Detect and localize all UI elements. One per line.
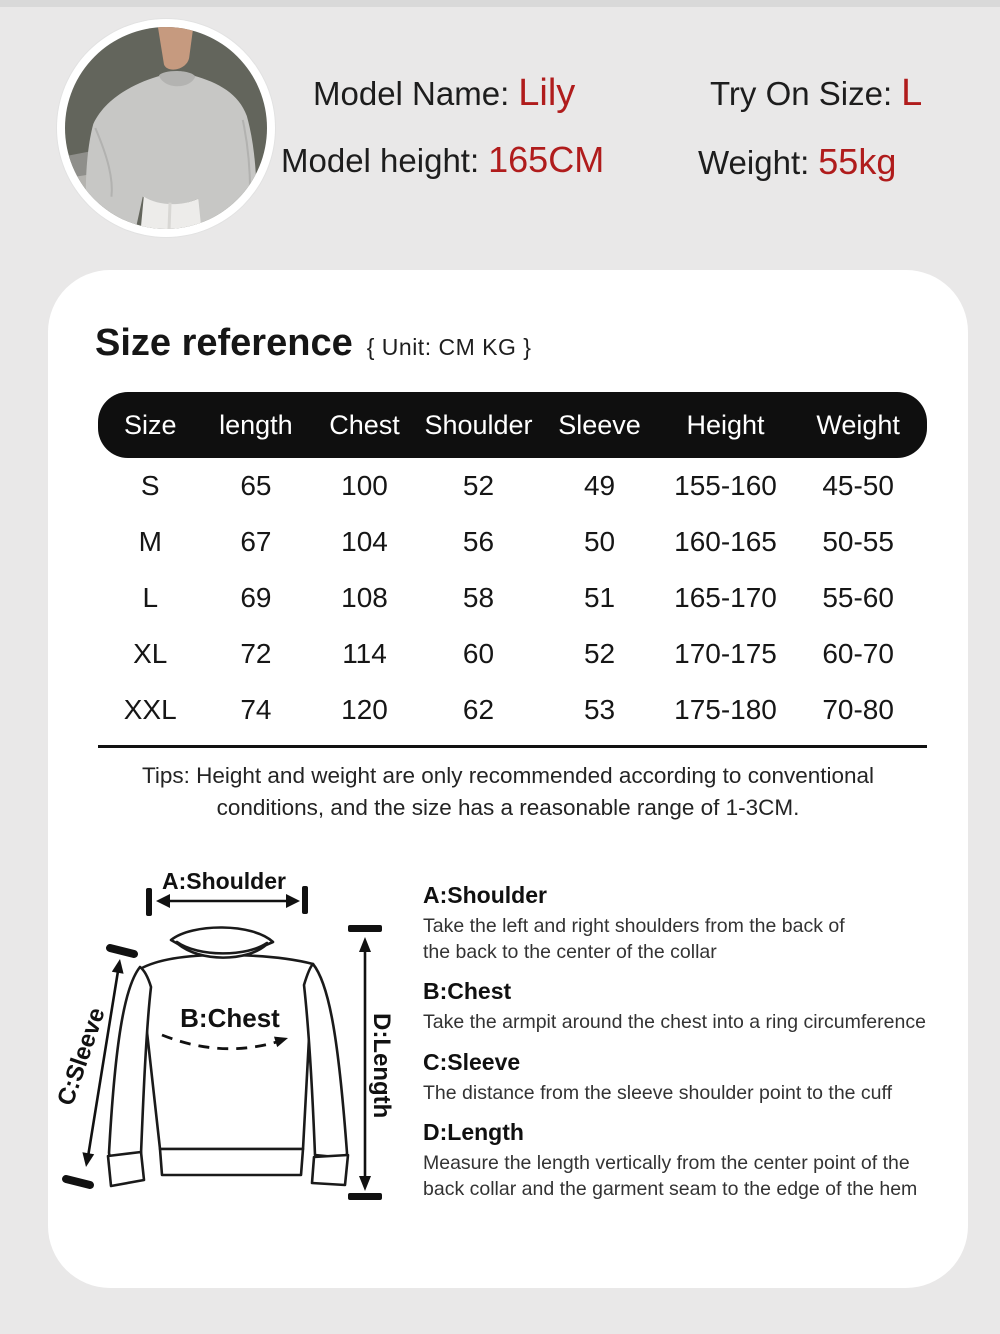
cell: L (142, 582, 159, 613)
cell: 160-165 (674, 526, 777, 557)
diagram-shoulder-label: A:Shoulder (162, 868, 286, 894)
model-name-row: Model Name: Lily (313, 72, 575, 115)
model-name-label: Model Name: (313, 75, 510, 112)
diagram-sleeve-label: C:Sleeve (52, 1004, 111, 1109)
model-photo-illustration (65, 27, 267, 229)
cell: XL (133, 638, 168, 669)
model-height-label: Model height: (281, 142, 480, 179)
cell: 60 (462, 638, 495, 669)
cell: 175-180 (674, 694, 777, 725)
cell: 104 (341, 526, 388, 557)
cell: 69 (240, 582, 272, 613)
model-height-value: 165CM (488, 139, 605, 180)
sweatshirt-measure-diagram: A:Shoulder B:Chest C:Sleeve D:Length (52, 868, 395, 1200)
table-row-xl: XL 72 114 60 52 170-175 60-70 (98, 626, 927, 682)
shoulder-arrow (146, 886, 308, 916)
guide-title: A:Shoulder (423, 882, 547, 908)
try-on-size-row: Try On Size: L (710, 72, 922, 115)
table-row-l: L 69 108 58 51 165-170 55-60 (98, 570, 927, 626)
cell: 100 (341, 470, 388, 501)
guide-title: B:Chest (423, 978, 512, 1004)
chest-arrow (161, 1033, 288, 1051)
cell: 52 (583, 638, 616, 669)
guide-item-sleeve: C:Sleeve The distance from the sleeve sh… (423, 1049, 968, 1107)
tips-note: Tips: Height and weight are only recomme… (141, 763, 875, 820)
cell: S (140, 470, 160, 501)
cell: 51 (583, 582, 616, 613)
model-weight-label: Weight: (698, 144, 810, 181)
size-reference-title-text: Size reference (95, 322, 353, 364)
table-row-m: M 67 104 56 50 160-165 50-55 (98, 514, 927, 570)
unit-note: { Unit: CM KG } (366, 334, 532, 360)
cell: 62 (462, 694, 495, 725)
cell: 170-175 (674, 638, 777, 669)
cell: 155-160 (674, 470, 777, 501)
cell: 114 (342, 638, 387, 669)
top-strip (0, 0, 1000, 7)
col-shoulder: Shoulder (424, 409, 533, 440)
guide-desc: Measure the length vertically from the c… (423, 1152, 918, 1200)
col-weight: Weight (816, 409, 900, 440)
col-sleeve: Sleeve (558, 409, 641, 440)
guide-title: D:Length (423, 1119, 524, 1145)
size-table-body: S 65 100 52 49 155-160 45-50 M 67 104 56… (98, 458, 927, 738)
col-height: Height (686, 409, 765, 440)
cell: 58 (462, 582, 495, 613)
size-table-header: Size length Chest Shoulder Sleeve Height… (98, 392, 927, 458)
cell: 120 (341, 694, 388, 725)
measure-guide: A:Shoulder Take the left and right shoul… (423, 882, 968, 1202)
cell: 108 (341, 582, 388, 613)
cell: 72 (240, 638, 272, 669)
table-row-xxl: XXL 74 120 62 53 175-180 70-80 (98, 682, 927, 738)
sleeve-arrow (62, 944, 138, 1189)
cell: 45-50 (822, 470, 894, 501)
cell: 165-170 (674, 582, 777, 613)
guide-desc: Take the left and right shoulders from t… (423, 915, 845, 963)
model-photo (57, 19, 275, 237)
model-weight-value: 55kg (818, 141, 897, 182)
cell: XXL (123, 694, 177, 725)
cell: 60-70 (822, 638, 894, 669)
cell: 50-55 (822, 526, 894, 557)
guide-item-length: D:Length Measure the length vertically f… (423, 1119, 968, 1202)
cell: 55-60 (822, 582, 894, 613)
size-reference-title: Size reference { Unit: CM KG } (95, 322, 531, 365)
model-weight-row: Weight: 55kg (698, 141, 896, 183)
diagram-chest-label: B:Chest (180, 1003, 280, 1033)
guide-desc: Take the armpit around the chest into a … (423, 1011, 926, 1033)
cell: 70-80 (822, 694, 894, 725)
col-chest: Chest (329, 409, 400, 440)
model-height-row: Model height: 165CM (281, 139, 604, 181)
table-row-s: S 65 100 52 49 155-160 45-50 (98, 458, 927, 514)
table-bottom-divider (98, 745, 927, 748)
size-reference-card: Size reference { Unit: CM KG } Size leng… (48, 270, 968, 1288)
cell: 49 (583, 470, 616, 501)
cell: M (138, 526, 162, 557)
try-on-size-label: Try On Size: (710, 75, 893, 112)
cell: 53 (583, 694, 616, 725)
length-arrow (348, 925, 382, 1200)
model-name-value: Lily (518, 72, 576, 114)
guide-title: C:Sleeve (423, 1048, 521, 1075)
guide-desc: The distance from the sleeve shoulder po… (423, 1081, 892, 1104)
guide-item-chest: B:Chest Take the armpit around the chest… (423, 978, 968, 1036)
try-on-size-value: L (901, 72, 923, 114)
cell: 56 (462, 526, 495, 557)
cell: 74 (240, 694, 272, 725)
col-size: Size (123, 409, 177, 440)
model-header: Model Name: Lily Try On Size: L Model he… (0, 0, 1000, 272)
guide-item-shoulder: A:Shoulder Take the left and right shoul… (423, 882, 968, 965)
diagram-length-label: D:Length (368, 1013, 395, 1118)
cell: 50 (583, 526, 616, 557)
cell: 67 (240, 526, 272, 557)
cell: 65 (240, 470, 272, 501)
col-length: length (219, 409, 293, 440)
cell: 52 (462, 470, 495, 501)
